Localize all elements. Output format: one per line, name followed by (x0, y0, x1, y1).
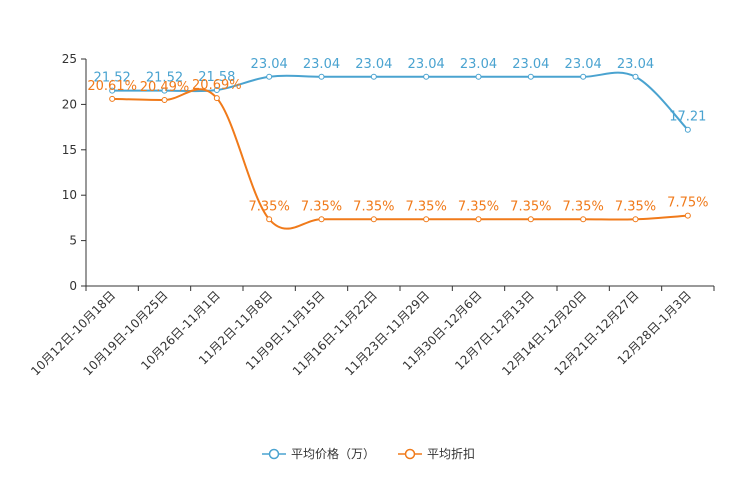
data-point[interactable] (684, 126, 691, 133)
data-point[interactable] (527, 73, 534, 80)
data-point[interactable] (423, 73, 430, 80)
data-label: 20.49% (140, 80, 190, 95)
data-point[interactable] (266, 216, 273, 223)
data-label: 23.04 (512, 57, 549, 72)
data-point[interactable] (318, 216, 325, 223)
data-point[interactable] (213, 95, 220, 102)
data-label: 23.04 (617, 57, 654, 72)
data-label: 23.04 (303, 57, 340, 72)
data-label: 7.35% (615, 199, 656, 214)
y-tick-label: 25 (62, 52, 77, 66)
data-point[interactable] (684, 212, 691, 219)
y-tick-label: 0 (69, 279, 77, 293)
chart-series (109, 71, 691, 230)
data-point[interactable] (318, 73, 325, 80)
x-tick-label: 10月12日-10月18日 (28, 288, 118, 378)
data-label: 23.04 (408, 57, 445, 72)
data-point[interactable] (109, 87, 116, 94)
data-label: 23.04 (565, 57, 602, 72)
y-tick-label: 20 (62, 97, 77, 111)
data-label: 7.75% (667, 196, 708, 211)
data-point[interactable] (580, 73, 587, 80)
legend-label: 平均价格（万） (291, 446, 375, 461)
data-point[interactable] (475, 216, 482, 223)
series-line-0 (112, 71, 689, 131)
data-label: 20.61% (87, 79, 137, 94)
data-label: 23.04 (355, 57, 392, 72)
chart-axes: 051015202510月12日-10月18日10月19日-10月25日10月2… (28, 52, 715, 378)
data-point[interactable] (580, 216, 587, 223)
data-point[interactable] (266, 73, 273, 80)
data-point[interactable] (527, 216, 534, 223)
y-tick-label: 10 (62, 188, 77, 202)
data-label: 7.35% (510, 199, 551, 214)
data-label: 23.04 (251, 57, 288, 72)
chart-legend[interactable]: 平均价格（万） 平均折扣 (262, 446, 475, 461)
data-label: 7.35% (563, 199, 604, 214)
data-label: 21.58 (198, 70, 235, 85)
data-point[interactable] (161, 87, 168, 94)
data-point[interactable] (370, 216, 377, 223)
data-label: 7.35% (353, 199, 394, 214)
data-point[interactable] (475, 73, 482, 80)
data-point[interactable] (632, 216, 639, 223)
legend-item-0[interactable]: 平均价格（万） (262, 446, 375, 461)
data-label: 7.35% (406, 199, 447, 214)
data-label: 7.35% (301, 199, 342, 214)
legend-swatch-marker (404, 448, 416, 460)
data-label: 7.35% (249, 199, 290, 214)
data-point[interactable] (423, 216, 430, 223)
data-point[interactable] (161, 96, 168, 103)
data-point[interactable] (109, 95, 116, 102)
data-label: 21.52 (94, 71, 131, 86)
data-label: 21.52 (146, 71, 183, 86)
data-label: 7.35% (458, 199, 499, 214)
data-label: 23.04 (460, 57, 497, 72)
legend-item-1[interactable]: 平均折扣 (398, 446, 475, 461)
y-tick-label: 5 (69, 234, 77, 248)
legend-swatch-marker (268, 448, 280, 460)
data-point[interactable] (213, 87, 220, 94)
y-tick-label: 15 (62, 143, 77, 157)
legend-label: 平均折扣 (427, 446, 475, 461)
chart-data-labels: 21.52 21.52 21.58 23.04 23.04 23.04 23.04 23.04… (87, 57, 708, 214)
data-point[interactable] (632, 73, 639, 80)
data-label: 17.21 (669, 110, 706, 125)
data-point[interactable] (370, 73, 377, 80)
data-label: 20.69% (192, 78, 242, 93)
